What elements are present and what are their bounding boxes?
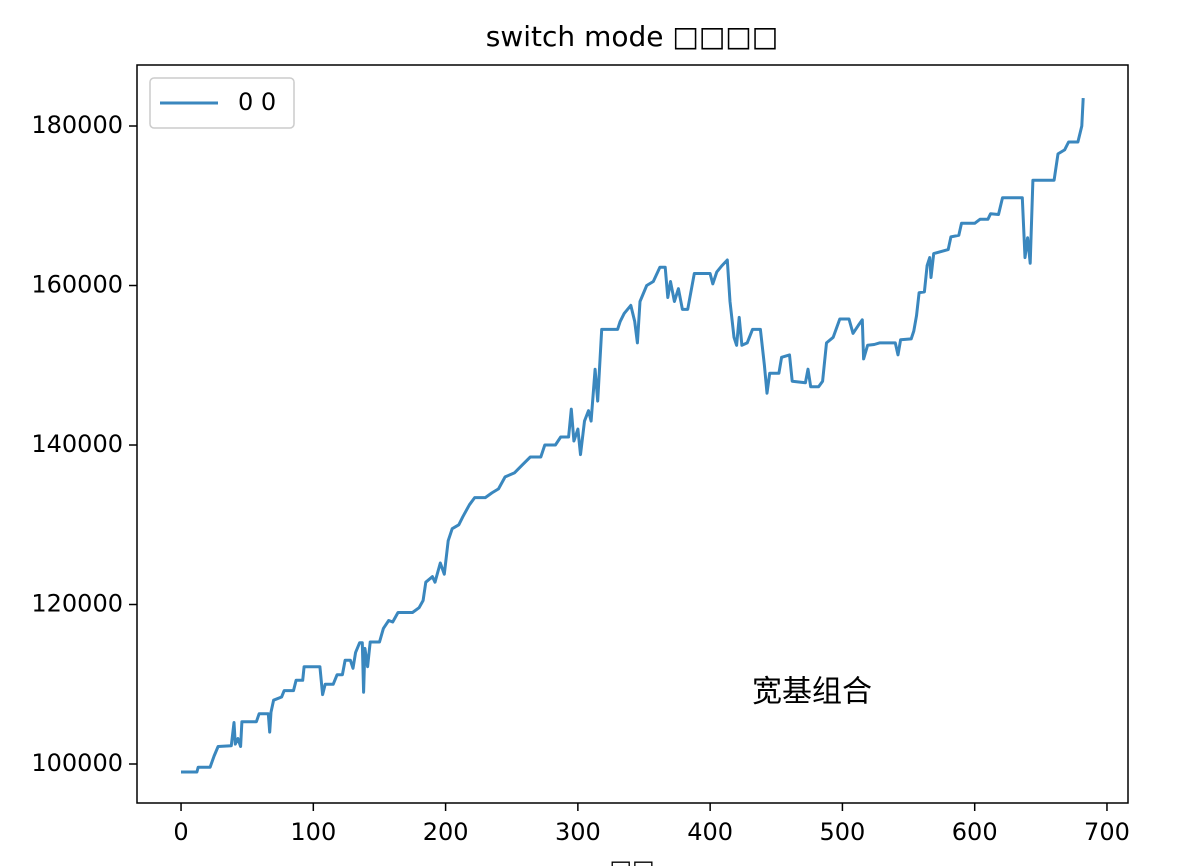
data-line — [181, 98, 1085, 774]
x-tick-label: 500 — [820, 818, 866, 846]
annotation: 宽基组合 — [752, 675, 872, 710]
x-tick-label: 0 — [173, 818, 188, 846]
x-tick-label: 700 — [1084, 818, 1130, 846]
x-tick-label: 100 — [290, 818, 336, 846]
y-tick-label: 140000 — [31, 430, 123, 458]
chart-title: switch mode □□□□ — [486, 20, 778, 53]
x-tick-label: 200 — [423, 818, 469, 846]
y-tick-label: 160000 — [31, 271, 123, 299]
x-tick-label: 400 — [687, 818, 733, 846]
y-tick-label: 100000 — [31, 749, 123, 777]
legend-label: 0 0 — [238, 88, 276, 116]
x-axis-label: □□ — [609, 855, 654, 866]
legend-box — [149, 77, 295, 129]
x-tick-label: 600 — [952, 818, 998, 846]
x-tick-label: 300 — [555, 818, 601, 846]
plot-frame — [136, 64, 1129, 804]
y-tick-label: 180000 — [31, 111, 123, 139]
y-tick-label: 120000 — [31, 590, 123, 618]
